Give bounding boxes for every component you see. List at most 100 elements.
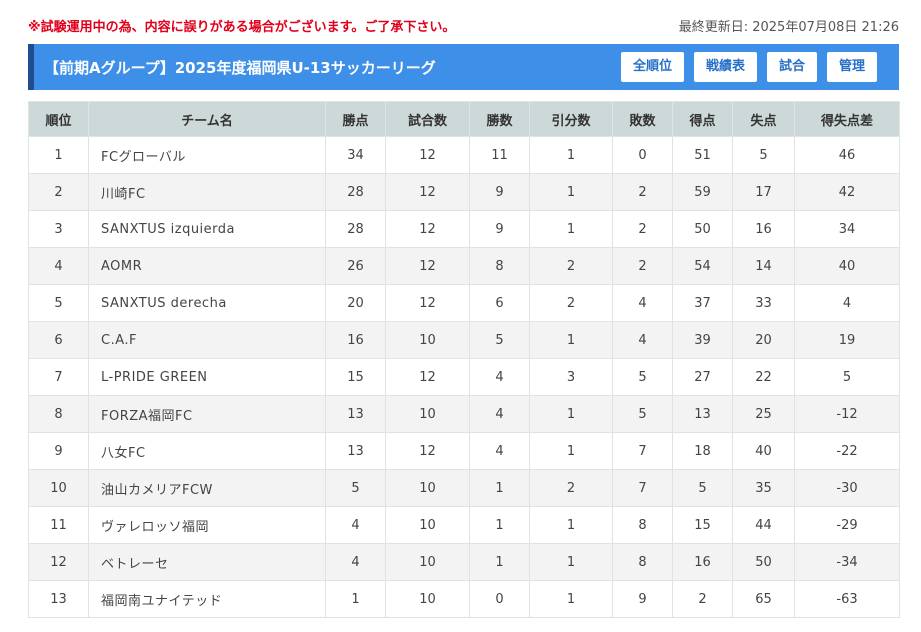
- cell-draws: 1: [529, 543, 613, 581]
- cell-team-name[interactable]: SANXTUS derecha: [88, 284, 326, 322]
- cell-goals-against: 33: [732, 284, 795, 322]
- table-row: 9 八女FC 13 12 4 1 7 18 40 -22: [28, 432, 900, 470]
- cell-rank: 13: [28, 580, 89, 618]
- column-header-team-name: チーム名: [88, 101, 326, 137]
- cell-goal-diff: -63: [794, 580, 900, 618]
- cell-draws: 1: [529, 580, 613, 618]
- cell-team-name[interactable]: SANXTUS izquierda: [88, 210, 326, 248]
- cell-played: 10: [385, 469, 470, 507]
- cell-goals-for: 37: [672, 284, 733, 322]
- cell-team-name[interactable]: 福岡南ユナイテッド: [88, 580, 326, 618]
- table-row: 11 ヴァレロッソ福岡 4 10 1 1 8 15 44 -29: [28, 506, 900, 544]
- all-rankings-button[interactable]: 全順位: [620, 52, 684, 82]
- cell-team-name[interactable]: C.A.F: [88, 321, 326, 359]
- cell-losses: 7: [612, 469, 673, 507]
- cell-rank: 7: [28, 358, 89, 396]
- cell-draws: 1: [529, 136, 613, 174]
- cell-draws: 1: [529, 506, 613, 544]
- cell-losses: 2: [612, 210, 673, 248]
- cell-wins: 5: [469, 321, 530, 359]
- column-header-losses: 敗数: [612, 101, 673, 137]
- cell-wins: 4: [469, 395, 530, 433]
- cell-team-name[interactable]: 八女FC: [88, 432, 326, 470]
- cell-goal-diff: 46: [794, 136, 900, 174]
- column-header-goals-for: 得点: [672, 101, 733, 137]
- cell-losses: 5: [612, 358, 673, 396]
- table-row: 8 FORZA福岡FC 13 10 4 1 5 13 25 -12: [28, 395, 900, 433]
- cell-goals-for: 13: [672, 395, 733, 433]
- admin-button[interactable]: 管理: [826, 52, 877, 82]
- cell-points: 13: [325, 432, 386, 470]
- table-row: 4 AOMR 26 12 8 2 2 54 14 40: [28, 247, 900, 285]
- cell-played: 12: [385, 210, 470, 248]
- cell-draws: 1: [529, 321, 613, 359]
- matches-button[interactable]: 試合: [766, 52, 817, 82]
- cell-team-name[interactable]: ベトレーセ: [88, 543, 326, 581]
- header-row: 順位 チーム名 勝点 試合数 勝数 引分数 敗数 得点 失点 得失点差: [28, 101, 900, 137]
- cell-points: 28: [325, 173, 386, 211]
- cell-draws: 1: [529, 210, 613, 248]
- cell-rank: 5: [28, 284, 89, 322]
- cell-team-name[interactable]: ヴァレロッソ福岡: [88, 506, 326, 544]
- cell-points: 1: [325, 580, 386, 618]
- cell-wins: 11: [469, 136, 530, 174]
- cell-team-name[interactable]: FCグローバル: [88, 136, 326, 174]
- column-header-goals-against: 失点: [732, 101, 795, 137]
- cell-rank: 12: [28, 543, 89, 581]
- cell-played: 10: [385, 321, 470, 359]
- cell-team-name[interactable]: 川崎FC: [88, 173, 326, 211]
- cell-goal-diff: 42: [794, 173, 900, 211]
- cell-team-name[interactable]: AOMR: [88, 247, 326, 285]
- cell-goals-for: 2: [672, 580, 733, 618]
- results-table-button[interactable]: 戦績表: [693, 52, 757, 82]
- cell-losses: 2: [612, 173, 673, 211]
- table-row: 12 ベトレーセ 4 10 1 1 8 16 50 -34: [28, 543, 900, 581]
- cell-points: 5: [325, 469, 386, 507]
- cell-goal-diff: -30: [794, 469, 900, 507]
- cell-goals-against: 44: [732, 506, 795, 544]
- cell-goals-for: 15: [672, 506, 733, 544]
- cell-losses: 7: [612, 432, 673, 470]
- table-row: 1 FCグローバル 34 12 11 1 0 51 5 46: [28, 136, 900, 174]
- cell-goals-for: 59: [672, 173, 733, 211]
- cell-points: 15: [325, 358, 386, 396]
- cell-draws: 2: [529, 247, 613, 285]
- cell-losses: 5: [612, 395, 673, 433]
- cell-rank: 6: [28, 321, 89, 359]
- cell-played: 10: [385, 395, 470, 433]
- cell-wins: 9: [469, 210, 530, 248]
- cell-goal-diff: -22: [794, 432, 900, 470]
- cell-rank: 2: [28, 173, 89, 211]
- cell-wins: 1: [469, 469, 530, 507]
- cell-goals-against: 22: [732, 358, 795, 396]
- column-header-draws: 引分数: [529, 101, 613, 137]
- cell-goal-diff: 34: [794, 210, 900, 248]
- cell-losses: 4: [612, 284, 673, 322]
- cell-team-name[interactable]: L-PRIDE GREEN: [88, 358, 326, 396]
- cell-losses: 8: [612, 543, 673, 581]
- cell-rank: 8: [28, 395, 89, 433]
- cell-goals-for: 54: [672, 247, 733, 285]
- cell-rank: 3: [28, 210, 89, 248]
- cell-wins: 8: [469, 247, 530, 285]
- cell-rank: 11: [28, 506, 89, 544]
- column-header-goal-diff: 得失点差: [794, 101, 900, 137]
- cell-wins: 4: [469, 358, 530, 396]
- cell-goals-for: 27: [672, 358, 733, 396]
- cell-wins: 9: [469, 173, 530, 211]
- cell-goals-for: 39: [672, 321, 733, 359]
- cell-played: 12: [385, 136, 470, 174]
- cell-draws: 3: [529, 358, 613, 396]
- cell-played: 12: [385, 247, 470, 285]
- cell-goals-against: 25: [732, 395, 795, 433]
- cell-rank: 1: [28, 136, 89, 174]
- cell-points: 28: [325, 210, 386, 248]
- cell-team-name[interactable]: 油山カメリアFCW: [88, 469, 326, 507]
- cell-played: 10: [385, 543, 470, 581]
- cell-wins: 4: [469, 432, 530, 470]
- cell-goal-diff: 19: [794, 321, 900, 359]
- title-bar: 【前期Aグループ】2025年度福岡県U-13サッカーリーグ 全順位 戦績表 試合…: [28, 44, 899, 90]
- notice-text: ※試験運用中の為、内容に誤りがある場合がございます。ご了承下さい。: [28, 19, 456, 35]
- cell-rank: 10: [28, 469, 89, 507]
- cell-team-name[interactable]: FORZA福岡FC: [88, 395, 326, 433]
